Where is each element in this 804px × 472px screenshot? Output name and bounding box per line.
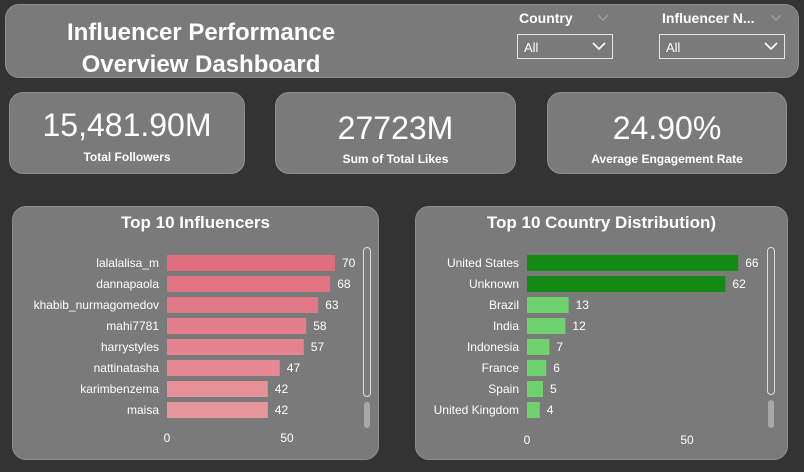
data-label: 7	[556, 340, 563, 354]
bar	[167, 276, 331, 292]
kpi-label: Sum of Total Likes	[342, 152, 449, 166]
bar	[167, 339, 304, 355]
top-country-bars: United States 66 Unknown 62 Brazil 13 India 12 I…	[434, 255, 759, 447]
category-label: nattinatasha	[94, 361, 160, 375]
data-label: 63	[325, 298, 339, 312]
bar	[167, 255, 335, 271]
category-label: Indonesia	[467, 340, 519, 354]
category-label: maisa	[127, 403, 159, 417]
scrollbar-thumb[interactable]	[363, 247, 371, 397]
kpi-value: 24.90%	[612, 110, 722, 146]
data-label: 70	[342, 256, 356, 270]
category-label: Spain	[488, 382, 519, 396]
bar	[527, 276, 726, 292]
bar	[527, 297, 569, 313]
bar	[527, 339, 550, 355]
category-label: United States	[447, 256, 519, 270]
category-label: karimbenzema	[80, 382, 159, 396]
chart-title: Top 10 Influencers	[121, 213, 270, 232]
data-label: 58	[313, 319, 327, 333]
data-label: 6	[553, 361, 560, 375]
dashboard-title: Influencer Performance Overview Dashboar…	[36, 17, 366, 81]
bar	[167, 402, 268, 418]
header-panel: Influencer Performance Overview Dashboar…	[5, 4, 799, 78]
bar	[527, 360, 547, 376]
country-slicer-dropdown[interactable]: All	[517, 34, 613, 59]
kpi-label: Average Engagement Rate	[591, 152, 743, 166]
bar	[167, 297, 319, 313]
bar	[167, 381, 268, 397]
influencer-slicer-value: All	[666, 40, 681, 55]
category-label: khabib_nurmagomedov	[34, 298, 159, 312]
chart-title: Top 10 Country Distribution)	[486, 213, 717, 232]
kpi-value: 15,481.90M	[42, 107, 212, 143]
data-label: 12	[572, 319, 586, 333]
category-label: United Kingdom	[434, 403, 519, 417]
data-label: 13	[576, 298, 590, 312]
data-label: 4	[547, 403, 554, 417]
data-label: 42	[275, 382, 289, 396]
country-slicer-value: All	[524, 40, 539, 55]
category-label: harrystyles	[101, 340, 159, 354]
country-slicer-label: Country	[519, 10, 573, 26]
axis-tick-label: 50	[280, 431, 294, 445]
kpi-card-total-likes: 27723M Sum of Total Likes	[275, 92, 516, 174]
kpi-label: Total Followers	[83, 150, 171, 164]
top-influencers-chart: Top 10 Influencers lalalalisa_m 70 dannapa…	[12, 206, 379, 460]
category-label: mahi7781	[106, 319, 159, 333]
scrollbar-track[interactable]	[364, 402, 370, 428]
axis-tick-label: 0	[524, 433, 531, 447]
bar	[527, 381, 543, 397]
bar	[167, 318, 307, 334]
bar	[527, 255, 739, 271]
axis-tick-label: 0	[164, 431, 171, 445]
kpi-card-engagement-rate: 24.90% Average Engagement Rate	[547, 92, 787, 174]
chevron-down-icon[interactable]	[596, 12, 610, 22]
influencer-slicer-dropdown[interactable]: All	[659, 34, 785, 59]
bar	[527, 318, 566, 334]
category-label: Unknown	[469, 277, 519, 291]
data-label: 47	[287, 361, 301, 375]
scrollbar-thumb[interactable]	[767, 247, 775, 395]
title-line-2: Overview Dashboard	[81, 51, 321, 78]
data-label: 42	[275, 403, 289, 417]
data-label: 5	[550, 382, 557, 396]
scrollbar-track[interactable]	[768, 400, 774, 428]
chevron-down-icon	[592, 42, 606, 51]
kpi-card-total-followers: 15,481.90M Total Followers	[9, 92, 245, 174]
bar	[167, 360, 280, 376]
data-label: 68	[337, 277, 351, 291]
kpi-value: 27723M	[337, 110, 454, 146]
axis-tick-label: 50	[680, 433, 694, 447]
data-label: 57	[311, 340, 325, 354]
top-country-distribution-chart: Top 10 Country Distribution) United Stat…	[415, 206, 788, 460]
data-label: 62	[732, 277, 746, 291]
category-label: India	[493, 319, 519, 333]
category-label: dannapaola	[96, 277, 159, 291]
category-label: Brazil	[489, 298, 519, 312]
chevron-down-icon[interactable]	[769, 12, 783, 22]
title-line-1: Influencer Performance	[66, 19, 336, 46]
top-influencers-bars: lalalalisa_m 70 dannapaola 68 khabib_nurmago…	[34, 255, 356, 445]
influencer-slicer-label: Influencer N...	[662, 10, 755, 26]
data-label: 66	[745, 256, 759, 270]
category-label: lalalalisa_m	[96, 256, 159, 270]
bar	[527, 402, 540, 418]
chevron-down-icon	[764, 42, 778, 51]
category-label: France	[482, 361, 520, 375]
